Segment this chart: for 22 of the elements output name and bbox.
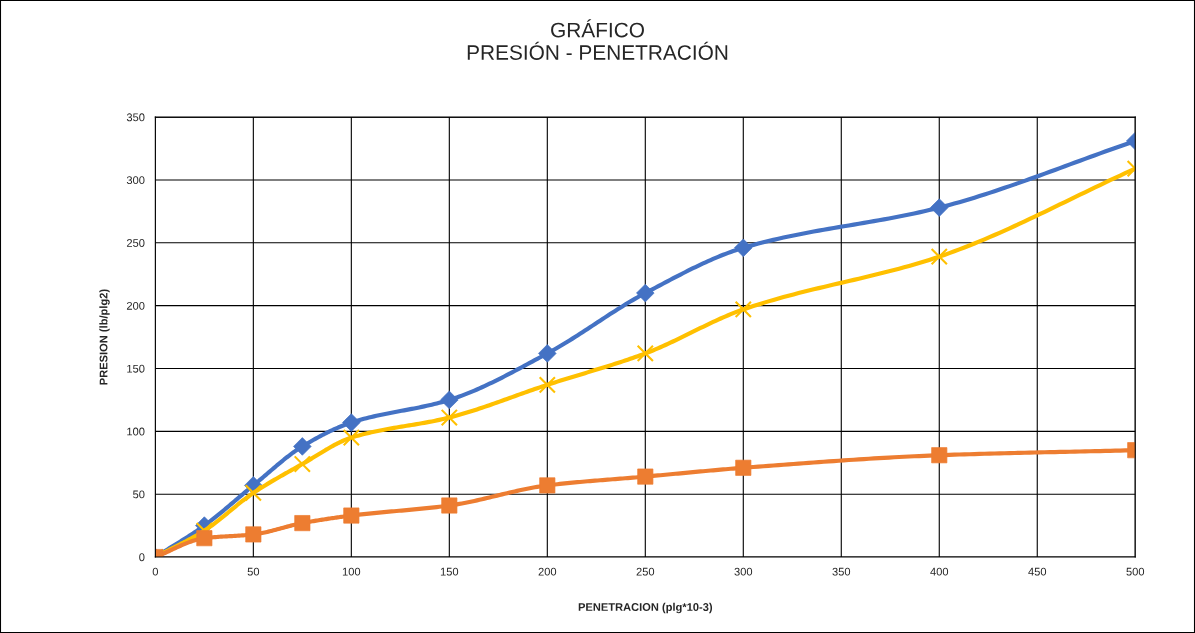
x-tick-label: 0 (152, 567, 159, 576)
x-tick-label: 350 (832, 567, 851, 576)
y-tick-label: 350 (126, 113, 145, 122)
x-tick-label: 450 (1028, 567, 1047, 576)
y-tick-label: 250 (126, 239, 145, 247)
x-axis-title: PENETRACION (plg*10-3) (578, 602, 713, 614)
y-axis-title: PRESION (lb/plg2) (99, 289, 110, 385)
y-tick-label: 200 (126, 301, 145, 310)
x-tick-label: 400 (930, 567, 949, 576)
x-tick-label: 100 (342, 567, 361, 576)
y-tick-label: 300 (126, 176, 145, 185)
x-tick-label: 200 (538, 567, 557, 576)
x-tick-label: 50 (247, 567, 260, 576)
y-tick-label: 0 (139, 553, 145, 562)
y-tick-label: 100 (127, 427, 145, 436)
y-tick-label: 50 (133, 490, 145, 499)
chart-title: GRÁFICO PRESIÓN - PENETRACIÓN (467, 19, 728, 60)
y-tick-label: 150 (127, 364, 145, 373)
x-tick-label: 500 (1126, 567, 1145, 576)
x-tick-label: 250 (636, 567, 655, 576)
x-tick-label: 150 (440, 567, 459, 576)
x-tick-label: 300 (734, 567, 753, 576)
